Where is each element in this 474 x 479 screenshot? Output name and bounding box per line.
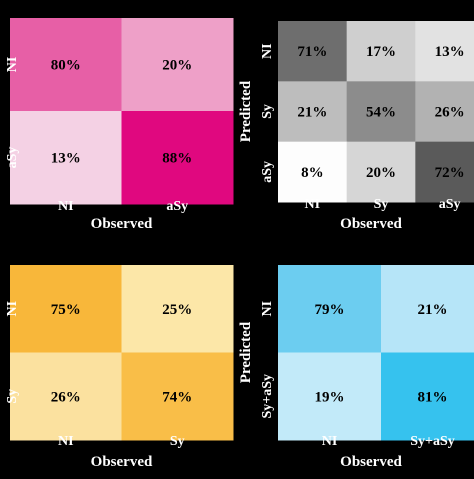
x-tick-label: aSy bbox=[439, 197, 461, 212]
cell-value-label: 21% bbox=[297, 105, 327, 121]
heatmap-cell bbox=[415, 141, 474, 203]
y-tick-label: aSy bbox=[5, 147, 20, 169]
heatmap-cell bbox=[278, 141, 348, 203]
cell-value-label: 54% bbox=[366, 105, 396, 121]
heatmap-cell bbox=[10, 352, 122, 441]
y-axis-title: Predicted bbox=[238, 321, 254, 383]
cell-value-label: 26% bbox=[51, 389, 81, 405]
cell-value-label: 20% bbox=[366, 165, 396, 181]
cell-value-label: 26% bbox=[435, 105, 465, 121]
cell-value-label: 13% bbox=[51, 151, 81, 167]
x-axis-title: Observed bbox=[340, 216, 402, 232]
y-tick-label: Sy bbox=[260, 104, 275, 119]
x-tick-label: NI bbox=[322, 434, 338, 449]
heatmap-cell bbox=[10, 265, 122, 353]
y-tick-label: Sy+aSy bbox=[260, 374, 275, 419]
x-tick-label: Sy+aSy bbox=[410, 434, 455, 449]
heatmap-panel-3: 75% 25% 26% 74% NI Sy NI Sy Observed bbox=[5, 265, 234, 470]
heatmap-cell bbox=[346, 21, 416, 82]
cell-value-label: 21% bbox=[418, 302, 448, 318]
cell-value-label: 75% bbox=[51, 302, 81, 318]
cell-value-label: 80% bbox=[51, 58, 81, 74]
cell-value-label: 25% bbox=[162, 302, 192, 318]
cell-value-label: 79% bbox=[315, 302, 345, 318]
cell-value-label: 71% bbox=[297, 44, 327, 60]
y-axis-title: Predicted bbox=[238, 80, 254, 142]
x-tick-label: NI bbox=[58, 199, 74, 214]
heatmap-cell bbox=[10, 111, 122, 205]
cell-value-label: 20% bbox=[162, 58, 192, 74]
heatmap-cell bbox=[278, 265, 382, 353]
y-tick-label: NI bbox=[5, 301, 20, 317]
heatmap-cell bbox=[278, 81, 348, 143]
heatmap-panel-2: 71% 17% 13% 21% 54% 26% 8% 20% 72% NI Sy aSy NI Sy aSy… bbox=[238, 21, 474, 232]
cell-value-label: 74% bbox=[162, 389, 192, 405]
heatmap-cell bbox=[415, 21, 474, 82]
x-tick-label: NI bbox=[58, 434, 74, 449]
heatmap-panel-4: 79% 21% 19% 81% NI Sy+aSy NI Sy+aSy Observed Pred… bbox=[238, 265, 474, 470]
x-axis-title: Observed bbox=[340, 454, 402, 470]
x-tick-label: aSy bbox=[166, 199, 188, 214]
heatmap-cell bbox=[346, 141, 416, 203]
heatmap-cell bbox=[278, 352, 382, 441]
y-tick-label: NI bbox=[260, 43, 275, 59]
heatmap-cell bbox=[121, 265, 234, 353]
y-tick-label: NI bbox=[5, 57, 20, 73]
y-tick-label: NI bbox=[260, 301, 275, 317]
heatmap-cell bbox=[121, 352, 234, 441]
x-tick-label: NI bbox=[305, 197, 321, 212]
x-tick-label: Sy bbox=[374, 197, 389, 212]
heatmap-cell bbox=[381, 352, 474, 441]
heatmap-cell bbox=[415, 81, 474, 143]
cell-value-label: 8% bbox=[301, 165, 324, 181]
cell-value-label: 81% bbox=[418, 389, 448, 405]
heatmap-cell bbox=[121, 111, 234, 205]
heatmap-cell bbox=[121, 18, 234, 112]
y-tick-label: Sy bbox=[5, 389, 20, 404]
heatmap-cell bbox=[10, 18, 122, 112]
cell-value-label: 19% bbox=[315, 389, 345, 405]
x-tick-label: Sy bbox=[170, 434, 185, 449]
x-axis-title: Observed bbox=[91, 216, 153, 232]
cell-value-label: 88% bbox=[162, 151, 192, 167]
heatmap-cell bbox=[346, 81, 416, 143]
y-tick-label: aSy bbox=[260, 161, 275, 183]
heatmap-cell bbox=[278, 21, 348, 82]
cell-value-label: 17% bbox=[366, 44, 396, 60]
heatmap-cell bbox=[381, 265, 474, 353]
x-axis-title: Observed bbox=[91, 454, 153, 470]
cell-value-label: 72% bbox=[435, 165, 465, 181]
heatmap-panel-1: 80% 20% 13% 88% NI aSy NI aSy Observed bbox=[5, 18, 234, 232]
cell-value-label: 13% bbox=[435, 44, 465, 60]
